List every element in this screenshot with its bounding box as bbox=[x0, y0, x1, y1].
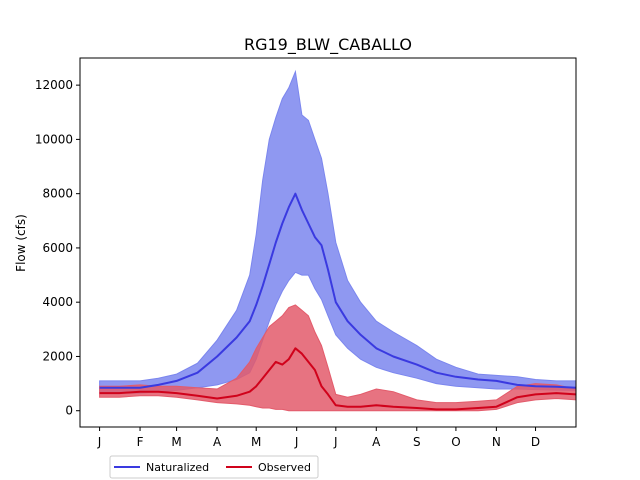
y-tick-label: 6000 bbox=[42, 241, 73, 255]
y-axis-label: Flow (cfs) bbox=[14, 214, 28, 272]
line-naturalized bbox=[99, 192, 577, 389]
y-tick-label: 2000 bbox=[42, 349, 73, 363]
x-tick-label: S bbox=[413, 435, 421, 449]
x-tick-label: F bbox=[137, 435, 144, 449]
x-tick-label: A bbox=[372, 435, 381, 449]
legend-label-naturalized: Naturalized bbox=[146, 461, 209, 474]
plot-frame bbox=[79, 57, 577, 428]
x-tick-label: J bbox=[333, 435, 338, 449]
x-tick-label: M bbox=[251, 435, 261, 449]
legend-label-observed: Observed bbox=[258, 461, 311, 474]
x-tick-label: O bbox=[451, 435, 460, 449]
line-observed bbox=[99, 347, 577, 411]
band-naturalized bbox=[99, 69, 577, 394]
x-tick-label: A bbox=[213, 435, 222, 449]
y-tick-label: 4000 bbox=[42, 295, 73, 309]
axes: J F M A M J J A S O N D 0 2000 4000 6000 8000 10000 12000 bbox=[35, 78, 540, 449]
legend-box bbox=[109, 455, 319, 479]
x-tick-label: J bbox=[97, 435, 102, 449]
y-tick-label: 8000 bbox=[42, 187, 73, 201]
y-tick-label: 12000 bbox=[35, 78, 73, 92]
x-tick-label: N bbox=[492, 435, 501, 449]
x-tick-label: M bbox=[171, 435, 181, 449]
chart-title: RG19_BLW_CABALLO bbox=[244, 35, 412, 55]
x-tick-label: D bbox=[531, 435, 540, 449]
plot-area bbox=[99, 69, 577, 412]
legend: Naturalized Observed bbox=[109, 455, 319, 479]
x-tick-label: J bbox=[294, 435, 299, 449]
y-tick-label: 10000 bbox=[35, 132, 73, 146]
y-tick-label: 0 bbox=[65, 404, 73, 418]
